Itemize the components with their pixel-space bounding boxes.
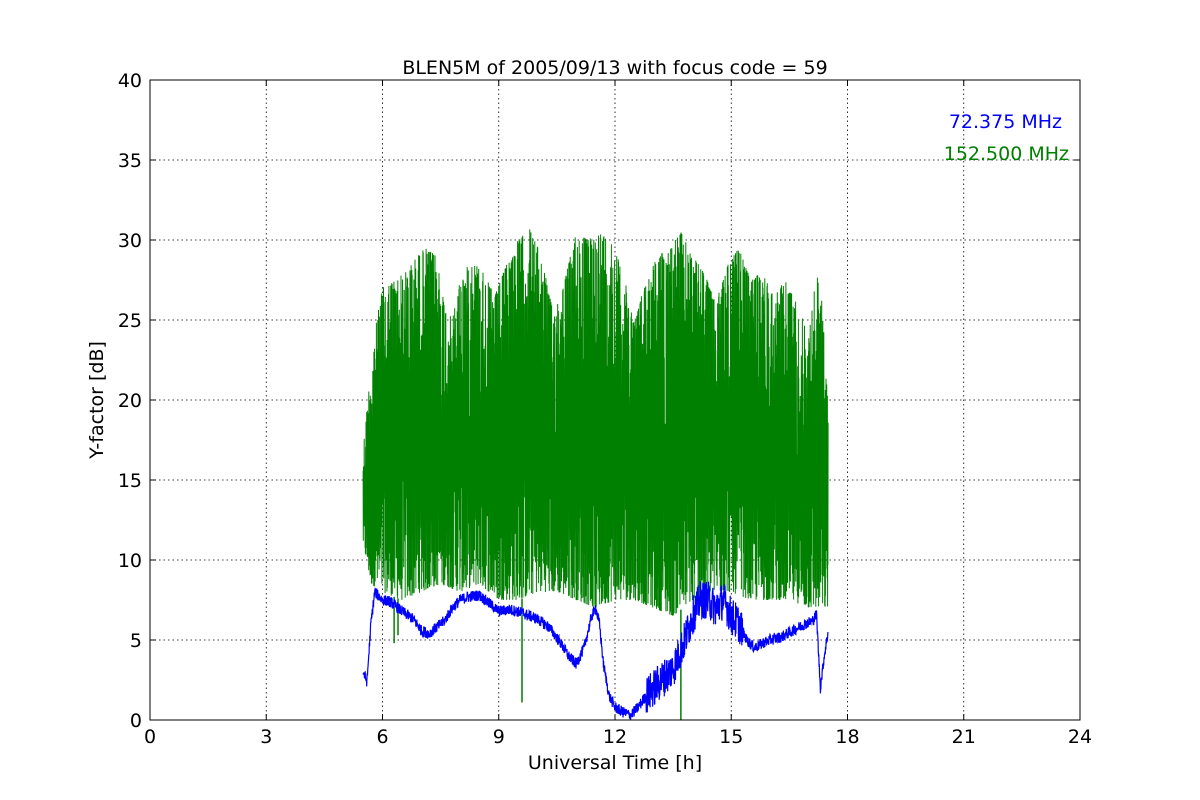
y-tick-label: 35 xyxy=(118,150,142,172)
legend-entry: 72.375 MHz xyxy=(949,111,1062,133)
y-tick-label: 10 xyxy=(118,550,142,572)
legend-entry: 152.500 MHz xyxy=(944,143,1069,165)
ticks: 0 3 6 9 12 15 18 21 24 0 5 10 15 20 25 30 35 40 xyxy=(118,70,1092,748)
x-tick-label: 21 xyxy=(952,726,976,748)
x-tick-label: 12 xyxy=(603,726,627,748)
x-tick-label: 18 xyxy=(835,726,859,748)
y-tick-label: 15 xyxy=(118,470,142,492)
y-tick-label: 5 xyxy=(130,630,142,652)
x-tick-label: 15 xyxy=(719,726,743,748)
chart-title: BLEN5M of 2005/09/13 with focus code = 5… xyxy=(402,57,827,79)
x-tick-label: 24 xyxy=(1068,726,1092,748)
legend: 72.375 MHz 152.500 MHz xyxy=(944,111,1069,165)
x-tick-label: 0 xyxy=(144,726,156,748)
series-layer xyxy=(362,229,829,720)
x-tick-label: 3 xyxy=(260,726,272,748)
y-tick-label: 40 xyxy=(118,70,142,92)
x-axis-label: Universal Time [h] xyxy=(528,752,702,774)
y-tick-label: 20 xyxy=(118,390,142,412)
y-tick-label: 0 xyxy=(130,710,142,732)
series-line-72375mhz xyxy=(362,581,829,720)
y-axis-label: Y-factor [dB] xyxy=(86,341,108,460)
y-tick-label: 30 xyxy=(118,230,142,252)
y-tick-label: 25 xyxy=(118,310,142,332)
x-tick-label: 6 xyxy=(376,726,388,748)
x-tick-label: 9 xyxy=(493,726,505,748)
